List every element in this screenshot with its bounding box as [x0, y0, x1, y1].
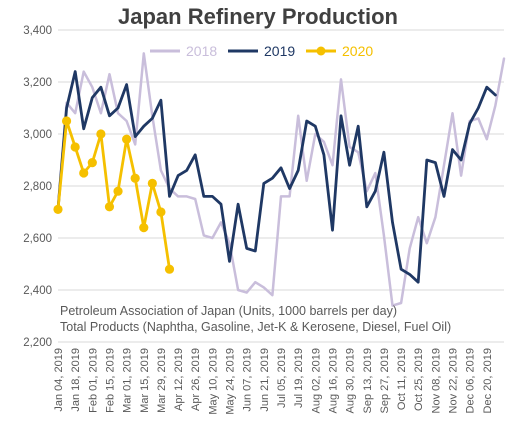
legend-label-2018: 2018: [186, 43, 217, 59]
y-tick-label: 2,200: [23, 337, 52, 349]
products-annotation: Total Products (Naphtha, Gasoline, Jet-K…: [60, 320, 451, 334]
series-line-2018: [56, 52, 506, 307]
data-point-2020: [130, 173, 140, 183]
data-point-2020: [70, 142, 80, 152]
source-annotation: Petroleum Association of Japan (Units, 1…: [60, 304, 397, 318]
y-tick-label: 3,000: [23, 129, 52, 141]
y-tick-label: 3,400: [23, 25, 52, 37]
y-tick-label: 2,800: [23, 181, 52, 193]
x-tick-label: Jan 18, 2019: [70, 348, 82, 412]
x-tick-label: Nov 08, 2019: [430, 348, 442, 413]
chart-title: Japan Refinery Production: [118, 4, 398, 29]
x-tick-label: Nov 22, 2019: [448, 348, 460, 413]
gridlines: [58, 29, 504, 343]
data-point-2020: [156, 207, 166, 217]
x-tick-label: Aug 02, 2019: [310, 348, 322, 413]
x-tick-label: May 24, 2019: [225, 348, 237, 415]
data-point-2020: [139, 223, 149, 233]
data-point-2020: [96, 129, 106, 139]
y-axis-tick-labels: 2,200 2,400 2,600 2,800 3,000 3,200 3,400: [23, 25, 52, 349]
data-point-2020: [147, 178, 157, 188]
x-tick-label: Oct 11, 2019: [396, 348, 408, 410]
x-tick-label: Feb 15, 2019: [104, 348, 116, 413]
x-tick-label: Mar 29, 2019: [156, 348, 168, 413]
x-tick-label: Aug 16, 2019: [327, 348, 339, 413]
series-line-2019: [56, 70, 497, 284]
x-tick-label: Apr 12, 2019: [173, 348, 185, 411]
x-tick-label: Apr 26, 2019: [190, 348, 202, 411]
x-tick-label: Jul 05, 2019: [276, 348, 288, 408]
legend-item-2018: 2018: [150, 43, 217, 59]
x-tick-label: Jun 21, 2019: [259, 348, 271, 412]
x-tick-label: Dec 06, 2019: [465, 348, 477, 413]
x-tick-label: Jun 07, 2019: [242, 348, 254, 412]
x-tick-label: Jan 04, 2019: [53, 348, 65, 412]
legend-item-2019: 2019: [228, 43, 295, 59]
series-layer: [53, 52, 506, 307]
x-tick-label: Oct 25, 2019: [413, 348, 425, 411]
data-point-2020: [61, 116, 72, 126]
data-point-2020: [53, 204, 63, 214]
data-point-2020: [87, 158, 97, 168]
legend-item-2020: 2020: [306, 43, 373, 59]
data-point-2020: [104, 202, 115, 212]
x-tick-label: Feb 01, 2019: [87, 348, 99, 413]
x-tick-label: Sep 27, 2019: [379, 348, 391, 413]
x-tick-label: Mar 15, 2019: [139, 348, 151, 413]
x-tick-label: Dec 20, 2019: [482, 348, 494, 413]
x-tick-label: Aug 30, 2019: [345, 348, 357, 413]
x-tick-label: Mar 01, 2019: [122, 348, 134, 413]
legend: 2018 2019 2020: [150, 43, 373, 59]
data-point-2020: [113, 186, 123, 196]
y-tick-label: 3,200: [23, 77, 52, 89]
data-point-2020: [79, 168, 89, 178]
legend-label-2019: 2019: [264, 43, 295, 59]
x-axis-tick-labels: Jan 04, 2019 Jan 18, 2019 Feb 01, 2019 Feb …: [53, 348, 494, 415]
y-tick-label: 2,600: [23, 233, 52, 245]
y-tick-label: 2,400: [23, 285, 52, 297]
x-tick-label: Sep 13, 2019: [362, 348, 374, 413]
data-point-2020: [122, 134, 132, 144]
legend-marker-2020: [316, 46, 326, 56]
data-point-2020: [164, 264, 175, 274]
x-tick-label: Jul 19, 2019: [293, 348, 305, 408]
legend-label-2020: 2020: [342, 43, 373, 59]
x-tick-label: May 10, 2019: [207, 348, 219, 415]
